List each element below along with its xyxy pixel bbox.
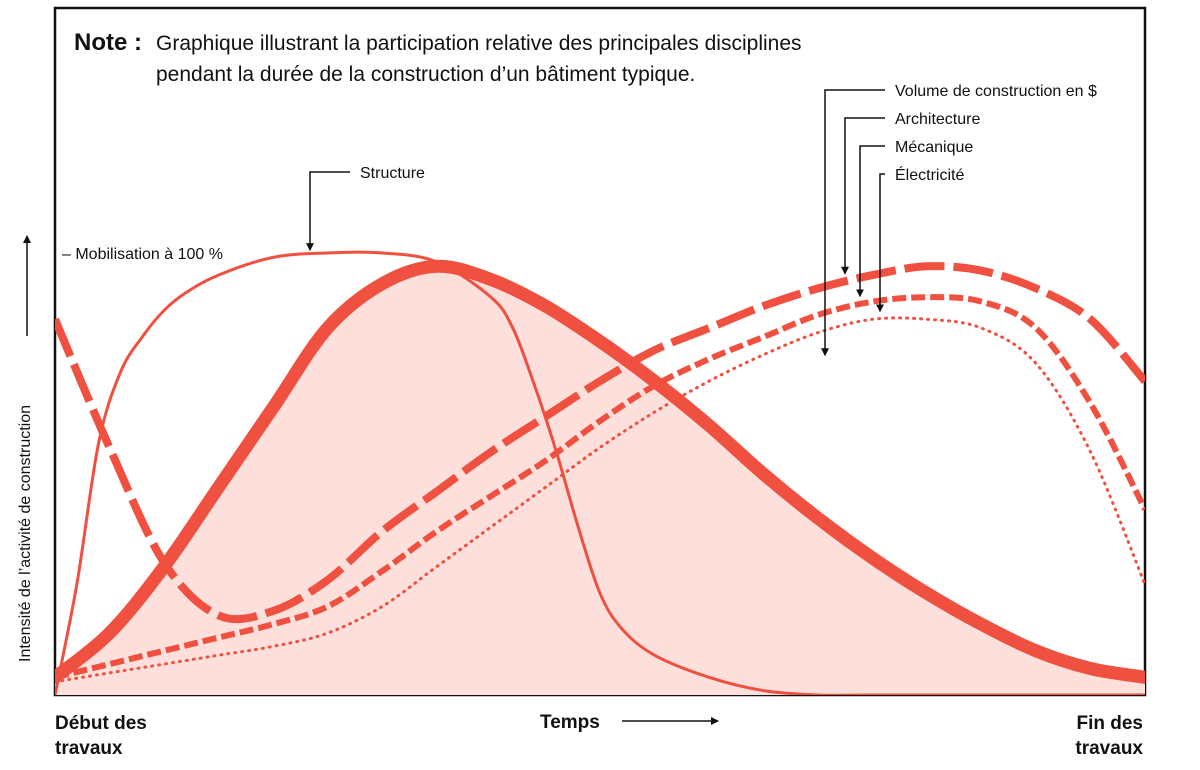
note-label: Note : <box>74 29 142 56</box>
callouts-layer: Volume de construction en $ Architecture M… <box>306 83 1097 357</box>
series-callout-arrow-3 <box>856 145 885 298</box>
note-text-line-1: Graphique illustrant la participation re… <box>156 32 802 55</box>
series-area-volume <box>55 266 1145 695</box>
note-text-line-2: pendant la durée de la construction d’un… <box>156 63 695 86</box>
reference-label: – Mobilisation à 100 % <box>62 246 223 263</box>
x-axis-label: Temps <box>540 712 600 733</box>
x-start-label-line-1: Début des <box>55 713 147 734</box>
x-start-label-line-2: travaux <box>55 738 123 759</box>
series-line-1 <box>55 259 1145 684</box>
x-end-label-line-1: Fin des <box>1076 713 1143 734</box>
series-callout-arrow-5 <box>306 171 350 252</box>
series-label-3: Mécanique <box>895 139 973 156</box>
series-line-5 <box>55 250 1145 695</box>
series-callout-arrow-1 <box>821 89 885 357</box>
x-end-label-line-2: travaux <box>1075 738 1143 759</box>
series-callout-arrow-4 <box>876 173 885 313</box>
series-line-4 <box>55 316 1145 684</box>
series-label-5: Structure <box>360 165 425 182</box>
series-line-2 <box>55 262 1145 624</box>
series-callout-arrow-2 <box>841 117 885 275</box>
series-label-1: Volume de construction en $ <box>895 83 1097 100</box>
series-line-3 <box>55 294 1145 681</box>
series-label-2: Architecture <box>895 111 980 128</box>
series-layer <box>55 250 1145 695</box>
series-label-4: Électricité <box>895 165 964 184</box>
y-axis-label: Intensité de l’activité de construction <box>17 405 34 662</box>
